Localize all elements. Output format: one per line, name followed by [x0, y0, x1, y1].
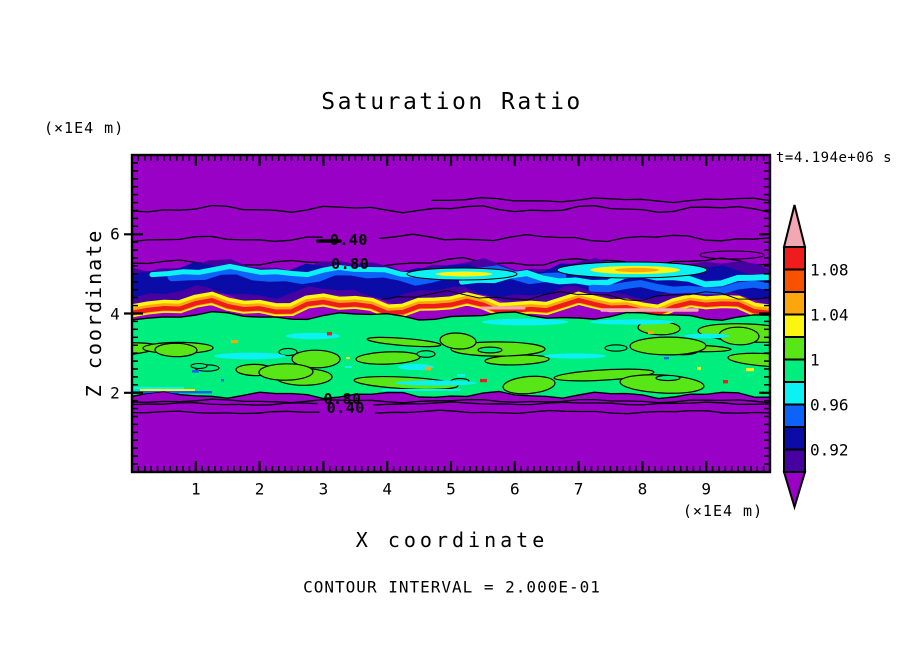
- contour-line-label: 0.40: [329, 230, 368, 249]
- colorbar-tick-label: 1.08: [810, 260, 849, 279]
- x-tick-label: 9: [701, 479, 712, 499]
- x-tick-label: 7: [573, 479, 584, 499]
- y-tick-label: 6: [110, 224, 120, 244]
- colorbar-tick-label: 1.04: [810, 305, 849, 324]
- contour-line-label: 0.80: [323, 390, 362, 409]
- x-axis-title: X coordinate: [355, 528, 549, 552]
- colorbar-tick-label: 0.92: [810, 440, 849, 459]
- x-tick-label: 6: [509, 479, 520, 499]
- timestamp-annotation: t=4.194e+06 s: [776, 150, 893, 166]
- x-tick-label: 8: [637, 479, 648, 499]
- y-tick-label: 2: [110, 383, 120, 403]
- contour-line-label: 0.40: [326, 398, 365, 417]
- plot-area: [124, 153, 807, 511]
- x-axis-unit-label: (×1E4 m): [682, 502, 764, 520]
- page-title: Saturation Ratio: [321, 89, 583, 115]
- x-tick-label: 5: [446, 479, 456, 499]
- contour-interval-text: CONTOUR INTERVAL = 2.000E-01: [303, 577, 601, 597]
- x-tick-label: 2: [254, 479, 265, 499]
- y-axis-unit-label: (×1E4 m): [44, 119, 125, 137]
- x-tick-label: 4: [382, 479, 393, 499]
- contour-line-label: 0.80: [331, 255, 370, 274]
- x-tick-label: 1: [190, 479, 201, 499]
- colorbar-tick-label: 1: [810, 350, 820, 369]
- colorbar-tick-label: 0.96: [810, 395, 849, 414]
- x-tick-label: 3: [318, 479, 329, 499]
- y-tick-label: 4: [110, 304, 120, 323]
